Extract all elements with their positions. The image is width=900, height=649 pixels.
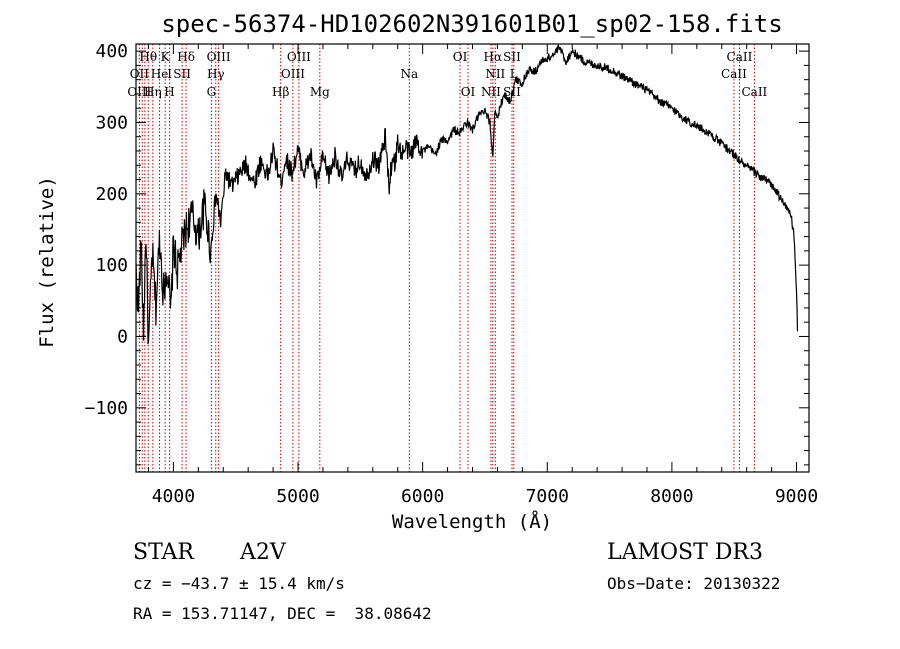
y-tick-label-4: 300 [95, 112, 128, 133]
line-label-5: OI [453, 50, 468, 64]
axis-tick-labels: 4000 5000 6000 7000 8000 9000 −100 0 100 200 300 40… [85, 41, 819, 507]
line-label-4: OIII [287, 50, 311, 64]
y-tick-label-1: 0 [117, 326, 128, 347]
y-axis-label: Flux (relative) [36, 176, 58, 348]
line-label-13: Hγ [207, 67, 225, 81]
line-label-9: OII [130, 67, 150, 81]
line-label-25: OI [461, 85, 476, 99]
line-label-0: Hθ [139, 50, 157, 64]
line-label-21: H [164, 85, 174, 99]
line-label-24: Mg [310, 85, 330, 99]
line-label-19: OIII [127, 85, 151, 99]
line-label-8: CaII [727, 50, 753, 64]
y-tick-label-3: 200 [95, 184, 128, 205]
line-label-14: OIII [281, 67, 305, 81]
plot-frame [135, 43, 810, 473]
line-label-6: Hα [484, 50, 503, 64]
object-subclass: A2V [240, 540, 286, 565]
x-tick-label-1: 5000 [276, 486, 319, 507]
axis-ticks [136, 44, 809, 472]
line-label-7: SII [503, 50, 521, 64]
line-label-10: He [151, 67, 169, 81]
line-label-28: CaII [741, 85, 767, 99]
y-tick-label-2: 100 [95, 255, 128, 276]
emission-line-markers [138, 44, 755, 472]
chart-title: spec-56374-HD102602N391601B01_sp02-158.f… [161, 10, 782, 38]
line-label-11: I [167, 67, 172, 81]
line-label-15: Na [400, 67, 418, 81]
line-label-20: Hη [144, 85, 162, 99]
object-class: STAR [133, 540, 194, 565]
survey-name: LAMOST DR3 [607, 540, 763, 565]
line-label-12: SII [173, 67, 191, 81]
x-tick-label-5: 9000 [775, 486, 818, 507]
x-tick-label-3: 7000 [526, 486, 569, 507]
observation-date: Obs−Date: 20130322 [607, 574, 781, 593]
line-label-23: Hβ [272, 85, 289, 99]
line-label-22: G [207, 85, 217, 99]
line-label-17: L [510, 67, 518, 81]
line-label-2: Hδ [177, 50, 195, 64]
x-tick-label-0: 4000 [152, 486, 195, 507]
y-tick-label-0: −100 [85, 398, 128, 419]
x-tick-label-4: 8000 [650, 486, 693, 507]
line-label-26: NII [481, 85, 501, 99]
x-tick-label-2: 6000 [401, 486, 444, 507]
y-tick-label-5: 400 [95, 41, 128, 62]
line-label-3: OIII [207, 50, 231, 64]
x-axis-label: Wavelength (Å) [392, 510, 552, 533]
coordinates: RA = 153.71147, DEC = 38.08642 [133, 604, 432, 623]
line-label-18: CaII [721, 67, 747, 81]
line-label-16: NII [485, 67, 505, 81]
redshift-velocity: cz = −43.7 ± 15.4 km/s [133, 574, 345, 593]
spectrum-line [135, 43, 799, 345]
line-label-1: K [161, 50, 171, 64]
